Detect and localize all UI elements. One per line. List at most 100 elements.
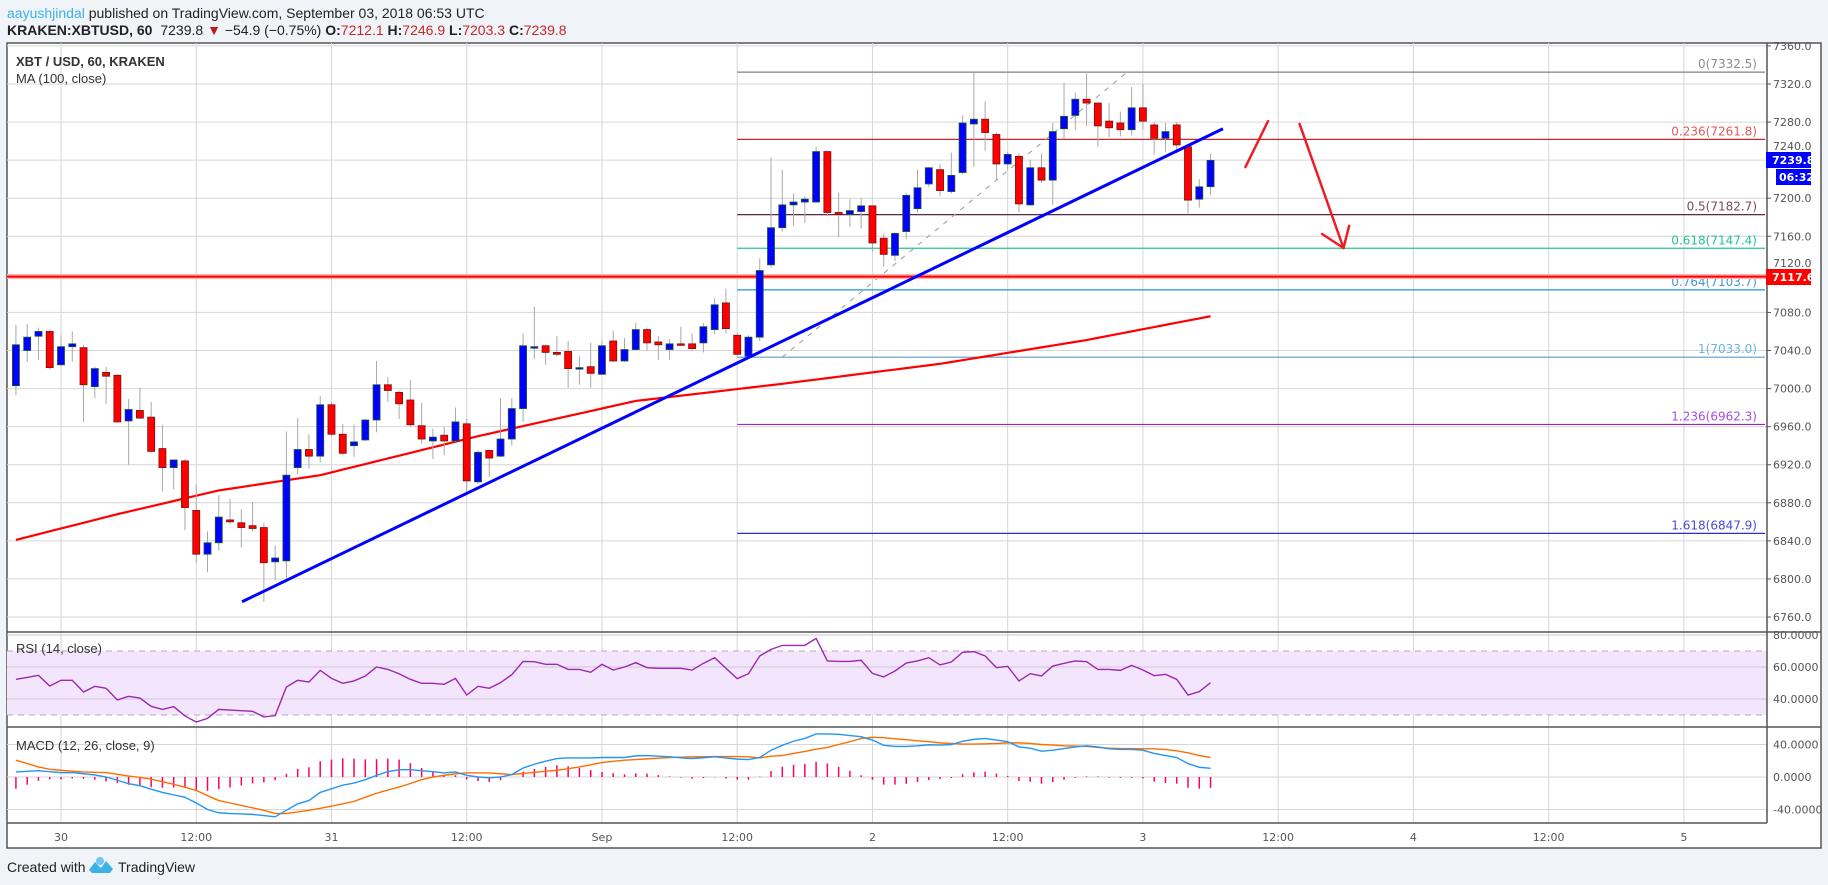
open-value: 7212.1	[341, 22, 384, 38]
candle	[947, 152, 956, 194]
red-arrow-line[interactable]	[1298, 122, 1345, 250]
candle-body	[676, 343, 685, 346]
candle	[181, 459, 189, 531]
publish-line: aayushjindal published on TradingView.co…	[7, 5, 485, 21]
candle	[969, 72, 978, 167]
price-tick-label: 7120.0	[1773, 257, 1812, 270]
candle	[1082, 73, 1091, 126]
publish-info: published on TradingView.com, September …	[85, 5, 485, 21]
price-tick-label: 6840.0	[1773, 535, 1812, 548]
candle	[800, 196, 809, 223]
candle-body	[462, 423, 471, 482]
price-pane[interactable]	[7, 72, 1767, 604]
candle-body	[1048, 131, 1057, 181]
price-tick-label: 6960.0	[1773, 421, 1812, 434]
candle-body	[891, 233, 899, 256]
candle	[834, 192, 843, 238]
rsi-legend[interactable]: RSI (14, close)	[16, 641, 102, 656]
candle	[643, 327, 651, 351]
candle-body	[868, 205, 877, 244]
candle	[417, 402, 426, 444]
candle	[789, 193, 798, 226]
candle	[259, 522, 268, 602]
candle	[496, 398, 505, 458]
candle	[1015, 153, 1023, 213]
candle-body	[214, 516, 223, 544]
macd-legend[interactable]: MACD (12, 26, close, 9)	[16, 738, 155, 753]
time-tick-label: 30	[54, 831, 68, 844]
rsi-tick-label: 40.0000	[1773, 693, 1819, 706]
candle-body	[1139, 107, 1147, 122]
candle	[451, 407, 460, 442]
candle-body	[496, 438, 505, 457]
price-tick-label: 7080.0	[1773, 306, 1812, 319]
candle	[1037, 153, 1046, 183]
price-tick-label: 7160.0	[1773, 230, 1812, 243]
candle	[406, 380, 415, 427]
candle-body	[913, 187, 922, 210]
tradingview-logo-icon[interactable]	[89, 857, 113, 873]
candle-body	[800, 198, 809, 203]
candle-body	[992, 134, 1001, 165]
tradingview-link[interactable]: TradingView	[118, 859, 196, 875]
candle	[1060, 83, 1068, 140]
candle	[981, 101, 990, 151]
candle	[338, 423, 347, 456]
candle-body	[406, 399, 415, 426]
candle	[609, 330, 618, 362]
candle-body	[429, 436, 437, 442]
candle-body	[45, 331, 54, 369]
candle-body	[1015, 155, 1023, 205]
candle-body	[451, 421, 460, 442]
fib-level-label: 0.236(7261.8)	[1671, 124, 1757, 138]
arrow-head-icon	[1342, 224, 1351, 250]
candle	[429, 428, 437, 460]
rsi-line	[15, 637, 1211, 723]
time-tick-label: 2	[869, 831, 876, 844]
fib-level-label: 0.5(7182.7)	[1687, 200, 1757, 214]
candle	[1105, 103, 1114, 138]
countdown-tag	[1776, 169, 1811, 185]
time-tick-label: Sep	[592, 831, 613, 844]
candle-body	[34, 331, 43, 337]
candle-body	[969, 118, 978, 125]
candle	[1127, 86, 1136, 136]
ma-legend[interactable]: MA (100, close)	[16, 71, 106, 86]
candle	[327, 401, 336, 437]
candle	[293, 418, 302, 475]
candle-body	[722, 302, 730, 330]
price-tick-label: 6760.0	[1773, 611, 1812, 624]
red-arrow-line[interactable]	[1244, 119, 1270, 169]
fib-retracement[interactable]: 0(7332.5) 0.236(7261.8) 0.5(7182.7) 0.618(7…	[737, 57, 1765, 534]
candle-body	[654, 341, 663, 346]
candle	[902, 193, 911, 240]
candle-body	[181, 460, 189, 508]
candle-body	[1003, 154, 1012, 165]
candle	[598, 340, 606, 376]
macd-line	[15, 733, 1211, 818]
candle-body	[834, 212, 843, 215]
ascending-trendline[interactable]	[241, 127, 1224, 604]
candle-body	[248, 525, 257, 529]
candle-body	[981, 118, 990, 133]
candle-body	[135, 410, 144, 419]
candle-body	[575, 367, 584, 370]
candle	[564, 340, 573, 388]
author-link[interactable]: aayushjindal	[7, 5, 85, 21]
candle-body	[338, 433, 347, 454]
candle-body	[1184, 146, 1192, 201]
axes[interactable]: 30 12:00 31 12:00 Sep 12:00 2 12:00 3 12:00 4 12:00…	[54, 40, 1822, 844]
fib-trend-dashed-line[interactable]	[781, 71, 1128, 358]
candle	[733, 333, 742, 357]
time-tick-label: 12:00	[451, 831, 483, 844]
candle-body	[417, 425, 426, 440]
chart-title: XBT / USD, 60, KRAKEN	[16, 54, 165, 69]
candle	[992, 132, 1001, 181]
candle-body	[395, 391, 404, 405]
candle	[203, 531, 212, 573]
price-tick-label: 7200.0	[1773, 192, 1812, 205]
candle	[879, 233, 888, 267]
macd-tick-label: 0.0000	[1773, 771, 1812, 784]
candle	[575, 356, 584, 385]
